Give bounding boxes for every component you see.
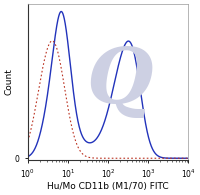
X-axis label: Hu/Mo CD11b (M1/70) FITC: Hu/Mo CD11b (M1/70) FITC [47,182,169,191]
Text: Q: Q [86,45,153,119]
Y-axis label: Count: Count [4,68,13,95]
